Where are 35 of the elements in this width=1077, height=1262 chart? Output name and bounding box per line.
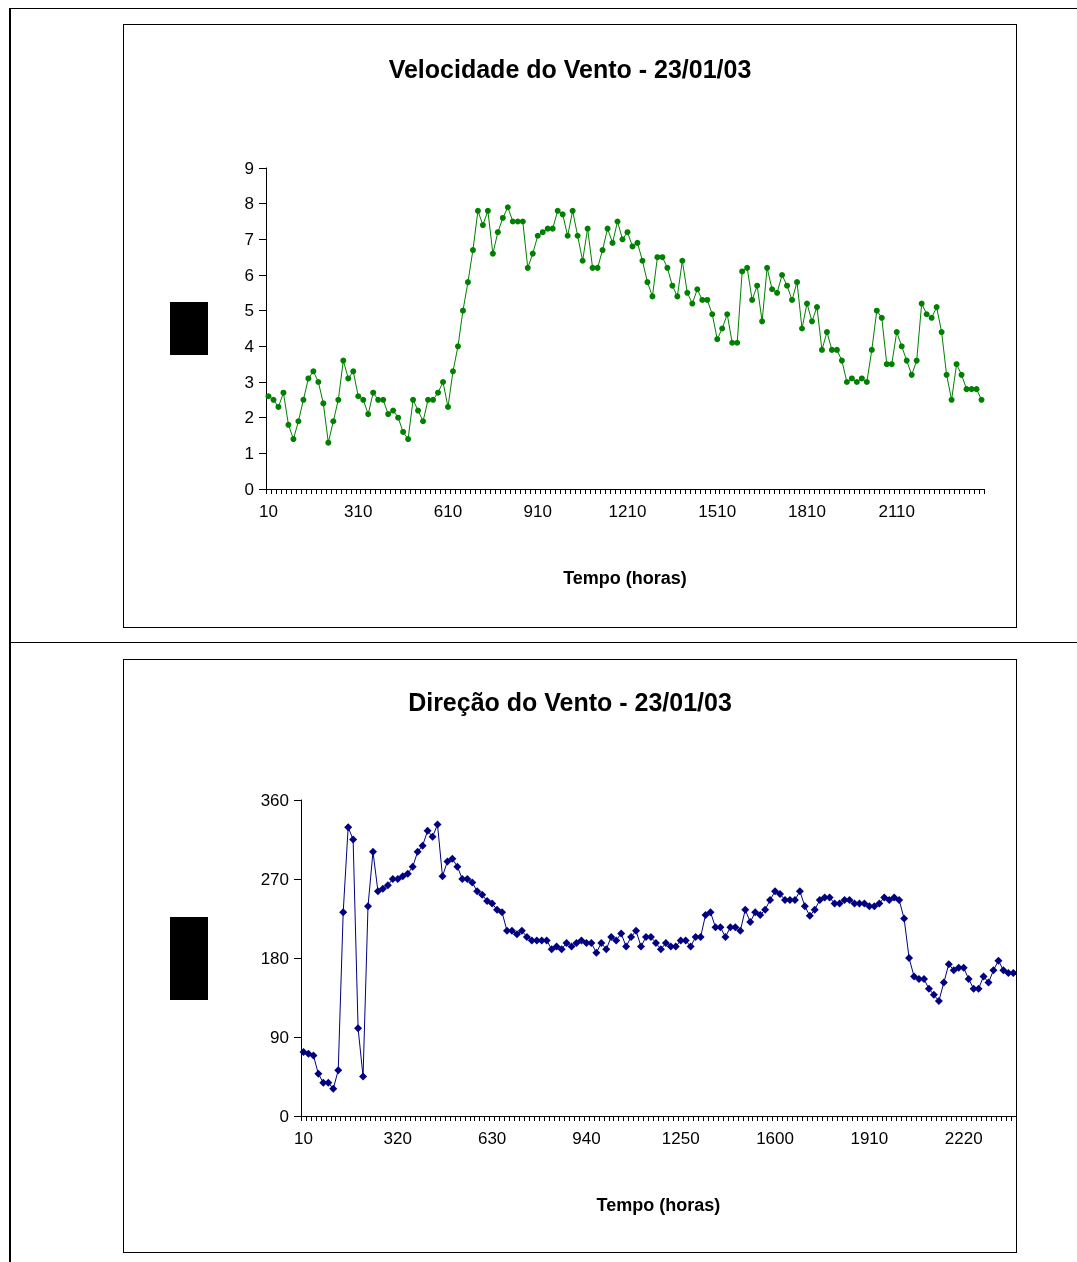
- y-tick-label: 1: [244, 443, 254, 463]
- y-tick-label: 6: [244, 265, 254, 285]
- x-tick-label: 1600: [756, 1129, 794, 1148]
- y-tick-label: 2: [244, 408, 254, 428]
- y-tick-label: 4: [244, 336, 254, 356]
- x-tick-label: 610: [433, 502, 463, 521]
- y-tick-label: 8: [244, 194, 254, 214]
- x-tick-label: 2110: [878, 502, 916, 521]
- x-tick-label: 310: [344, 502, 373, 521]
- chart-title: Direção do Vento - 23/01/03: [408, 687, 732, 716]
- x-tick-label: 1510: [698, 502, 737, 521]
- x-tick-label: 940: [572, 1129, 601, 1148]
- y-tick-label: 0: [244, 479, 254, 499]
- y-tick-label: 270: [260, 869, 289, 889]
- x-tick-label: 2220: [944, 1129, 983, 1148]
- y-tick-label: 5: [244, 301, 254, 321]
- y-tick-label: 9: [244, 158, 254, 178]
- x-tick-label: 10: [259, 502, 278, 521]
- x-tick-label: 10: [294, 1129, 313, 1148]
- x-axis-title: Tempo (horas): [563, 568, 687, 588]
- chart-title: Velocidade do Vento - 23/01/03: [388, 54, 752, 83]
- y-tick-label: 7: [244, 229, 254, 249]
- y-tick-label: 3: [244, 372, 254, 392]
- x-tick-label: 630: [477, 1129, 507, 1148]
- x-tick-label: 910: [523, 502, 552, 521]
- x-tick-label: 1910: [850, 1129, 889, 1148]
- x-tick-label: 1250: [661, 1129, 700, 1148]
- y-tick-label: 90: [270, 1027, 289, 1047]
- y-tick-label: 180: [260, 948, 289, 968]
- x-tick-label: 1210: [608, 502, 647, 521]
- y-tick-label: 0: [279, 1106, 289, 1126]
- x-axis-title: Tempo (horas): [596, 1195, 721, 1215]
- y-tick-label: 360: [260, 790, 289, 810]
- x-tick-label: 1810: [788, 502, 826, 521]
- x-tick-label: 320: [383, 1129, 412, 1148]
